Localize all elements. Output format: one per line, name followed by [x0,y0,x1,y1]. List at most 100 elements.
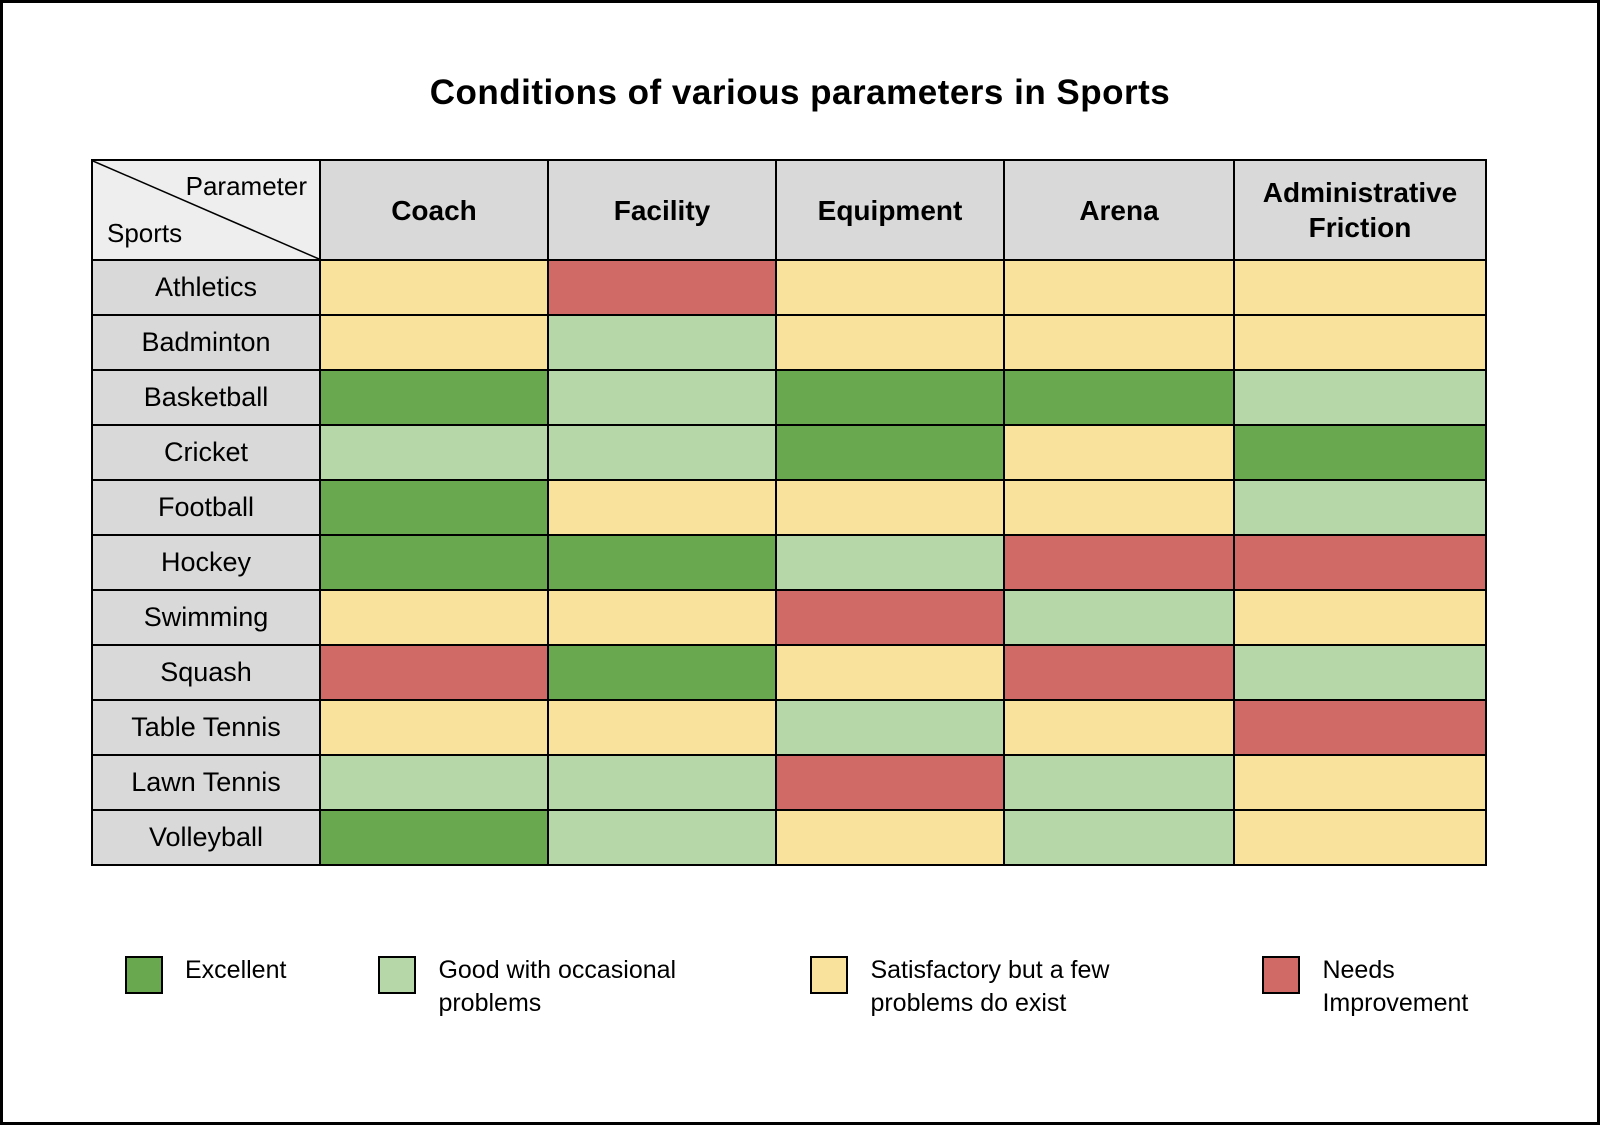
heatmap-cell-satisfactory [1233,809,1487,866]
heatmap-cell-excellent [1003,369,1235,426]
legend-label: Good with occasional problems [438,956,677,1017]
heatmap-cell-satisfactory [775,259,1005,316]
sport-label: Swimming [91,589,321,646]
sport-label: Lawn Tennis [91,754,321,811]
heatmap-cell-satisfactory [775,479,1005,536]
table-row: Hockey [91,534,1487,591]
sport-label: Hockey [91,534,321,591]
heatmap-cell-satisfactory [1233,259,1487,316]
corner-sports-label: Sports [107,218,183,248]
heatmap-cell-good [547,424,777,481]
heatmap-cell-needs_improvement [547,259,777,316]
legend-item: Excellent [125,954,286,994]
heatmap-cell-good [1003,589,1235,646]
column-header: Equipment [775,159,1005,261]
legend-swatch-needs_improvement [1262,956,1301,994]
heatmap-cell-needs_improvement [1233,699,1487,756]
heatmap-cell-good [1233,644,1487,701]
heatmap-cell-good [1003,754,1235,811]
table-row: Swimming [91,589,1487,646]
column-header: Administrative Friction [1233,159,1487,261]
heatmap-cell-satisfactory [1003,699,1235,756]
heatmap-cell-satisfactory [319,589,549,646]
table-header: Parameter Sports Coach Facility Equipment A… [91,159,1487,261]
legend-swatch-excellent [125,956,163,994]
heatmap-cell-excellent [547,644,777,701]
heatmap-cell-satisfactory [547,479,777,536]
heatmap-cell-excellent [775,424,1005,481]
legend-item: Needs Improvement [1262,954,1502,1020]
sport-label: Volleyball [91,809,321,866]
heatmap-cell-good [547,369,777,426]
heatmap-cell-satisfactory [319,259,549,316]
heatmap-cell-satisfactory [775,314,1005,371]
heatmap-cell-good [319,424,549,481]
heatmap-cell-excellent [775,369,1005,426]
heatmap-cell-satisfactory [1003,424,1235,481]
sport-label: Athletics [91,259,321,316]
table-row: Athletics [91,259,1487,316]
header-row: Parameter Sports Coach Facility Equipment A… [91,159,1487,261]
legend: Excellent Good with occasional problems Sa… [125,954,1597,1020]
column-header: Facility [547,159,777,261]
legend-item: Satisfactory but a few problems do exist [810,954,1170,1020]
sport-label: Badminton [91,314,321,371]
table-row: Basketball [91,369,1487,426]
sport-label: Squash [91,644,321,701]
heatmap-cell-good [547,754,777,811]
legend-item: Good with occasional problems [378,954,718,1020]
table-row: Table Tennis [91,699,1487,756]
legend-label: Needs Improvement [1322,956,1469,1017]
heatmap-cell-needs_improvement [1003,534,1235,591]
heatmap-cell-good [775,534,1005,591]
table-body: Athletics Badminton Basketball Cricket Footb… [91,259,1487,866]
heatmap-cell-excellent [319,809,549,866]
heatmap-cell-needs_improvement [1233,534,1487,591]
heatmap-cell-needs_improvement [319,644,549,701]
heatmap-cell-satisfactory [1233,314,1487,371]
heatmap-cell-good [1233,369,1487,426]
heatmap-cell-satisfactory [1233,754,1487,811]
sport-label: Table Tennis [91,699,321,756]
heatmap-cell-satisfactory [1003,314,1235,371]
heatmap-cell-satisfactory [775,809,1005,866]
heatmap-cell-satisfactory [775,644,1005,701]
heatmap-cell-satisfactory [1003,259,1235,316]
heatmap-cell-satisfactory [319,314,549,371]
heatmap-cell-good [775,699,1005,756]
heatmap-cell-satisfactory [319,699,549,756]
column-header: Coach [319,159,549,261]
table-row: Badminton [91,314,1487,371]
table-row: Lawn Tennis [91,754,1487,811]
column-header: Arena [1003,159,1235,261]
sport-label: Basketball [91,369,321,426]
legend-swatch-satisfactory [810,956,849,994]
heatmap-cell-good [1233,479,1487,536]
heatmap-cell-excellent [1233,424,1487,481]
heatmap-table: Parameter Sports Coach Facility Equipment A… [91,159,1487,866]
heatmap-cell-excellent [319,369,549,426]
heatmap-cell-satisfactory [547,589,777,646]
heatmap-cell-satisfactory [1233,589,1487,646]
heatmap-cell-satisfactory [547,699,777,756]
heatmap-cell-needs_improvement [775,754,1005,811]
table-row: Volleyball [91,809,1487,866]
corner-parameter-label: Parameter [185,171,307,201]
heatmap-cell-good [319,754,549,811]
heatmap-cell-excellent [319,534,549,591]
heatmap-cell-excellent [319,479,549,536]
page-title: Conditions of various parameters in Spor… [429,73,1171,112]
legend-swatch-good [378,956,417,994]
table-row: Squash [91,644,1487,701]
heatmap-cell-good [1003,809,1235,866]
table-row: Football [91,479,1487,536]
legend-label: Excellent [185,956,287,984]
heatmap-cell-needs_improvement [1003,644,1235,701]
corner-cell: Parameter Sports [91,159,321,261]
sport-label: Cricket [91,424,321,481]
diagonal-divider-icon [93,161,319,259]
heatmap-cell-good [547,314,777,371]
legend-label: Satisfactory but a few problems do exist [870,956,1110,1017]
heatmap-cell-satisfactory [1003,479,1235,536]
